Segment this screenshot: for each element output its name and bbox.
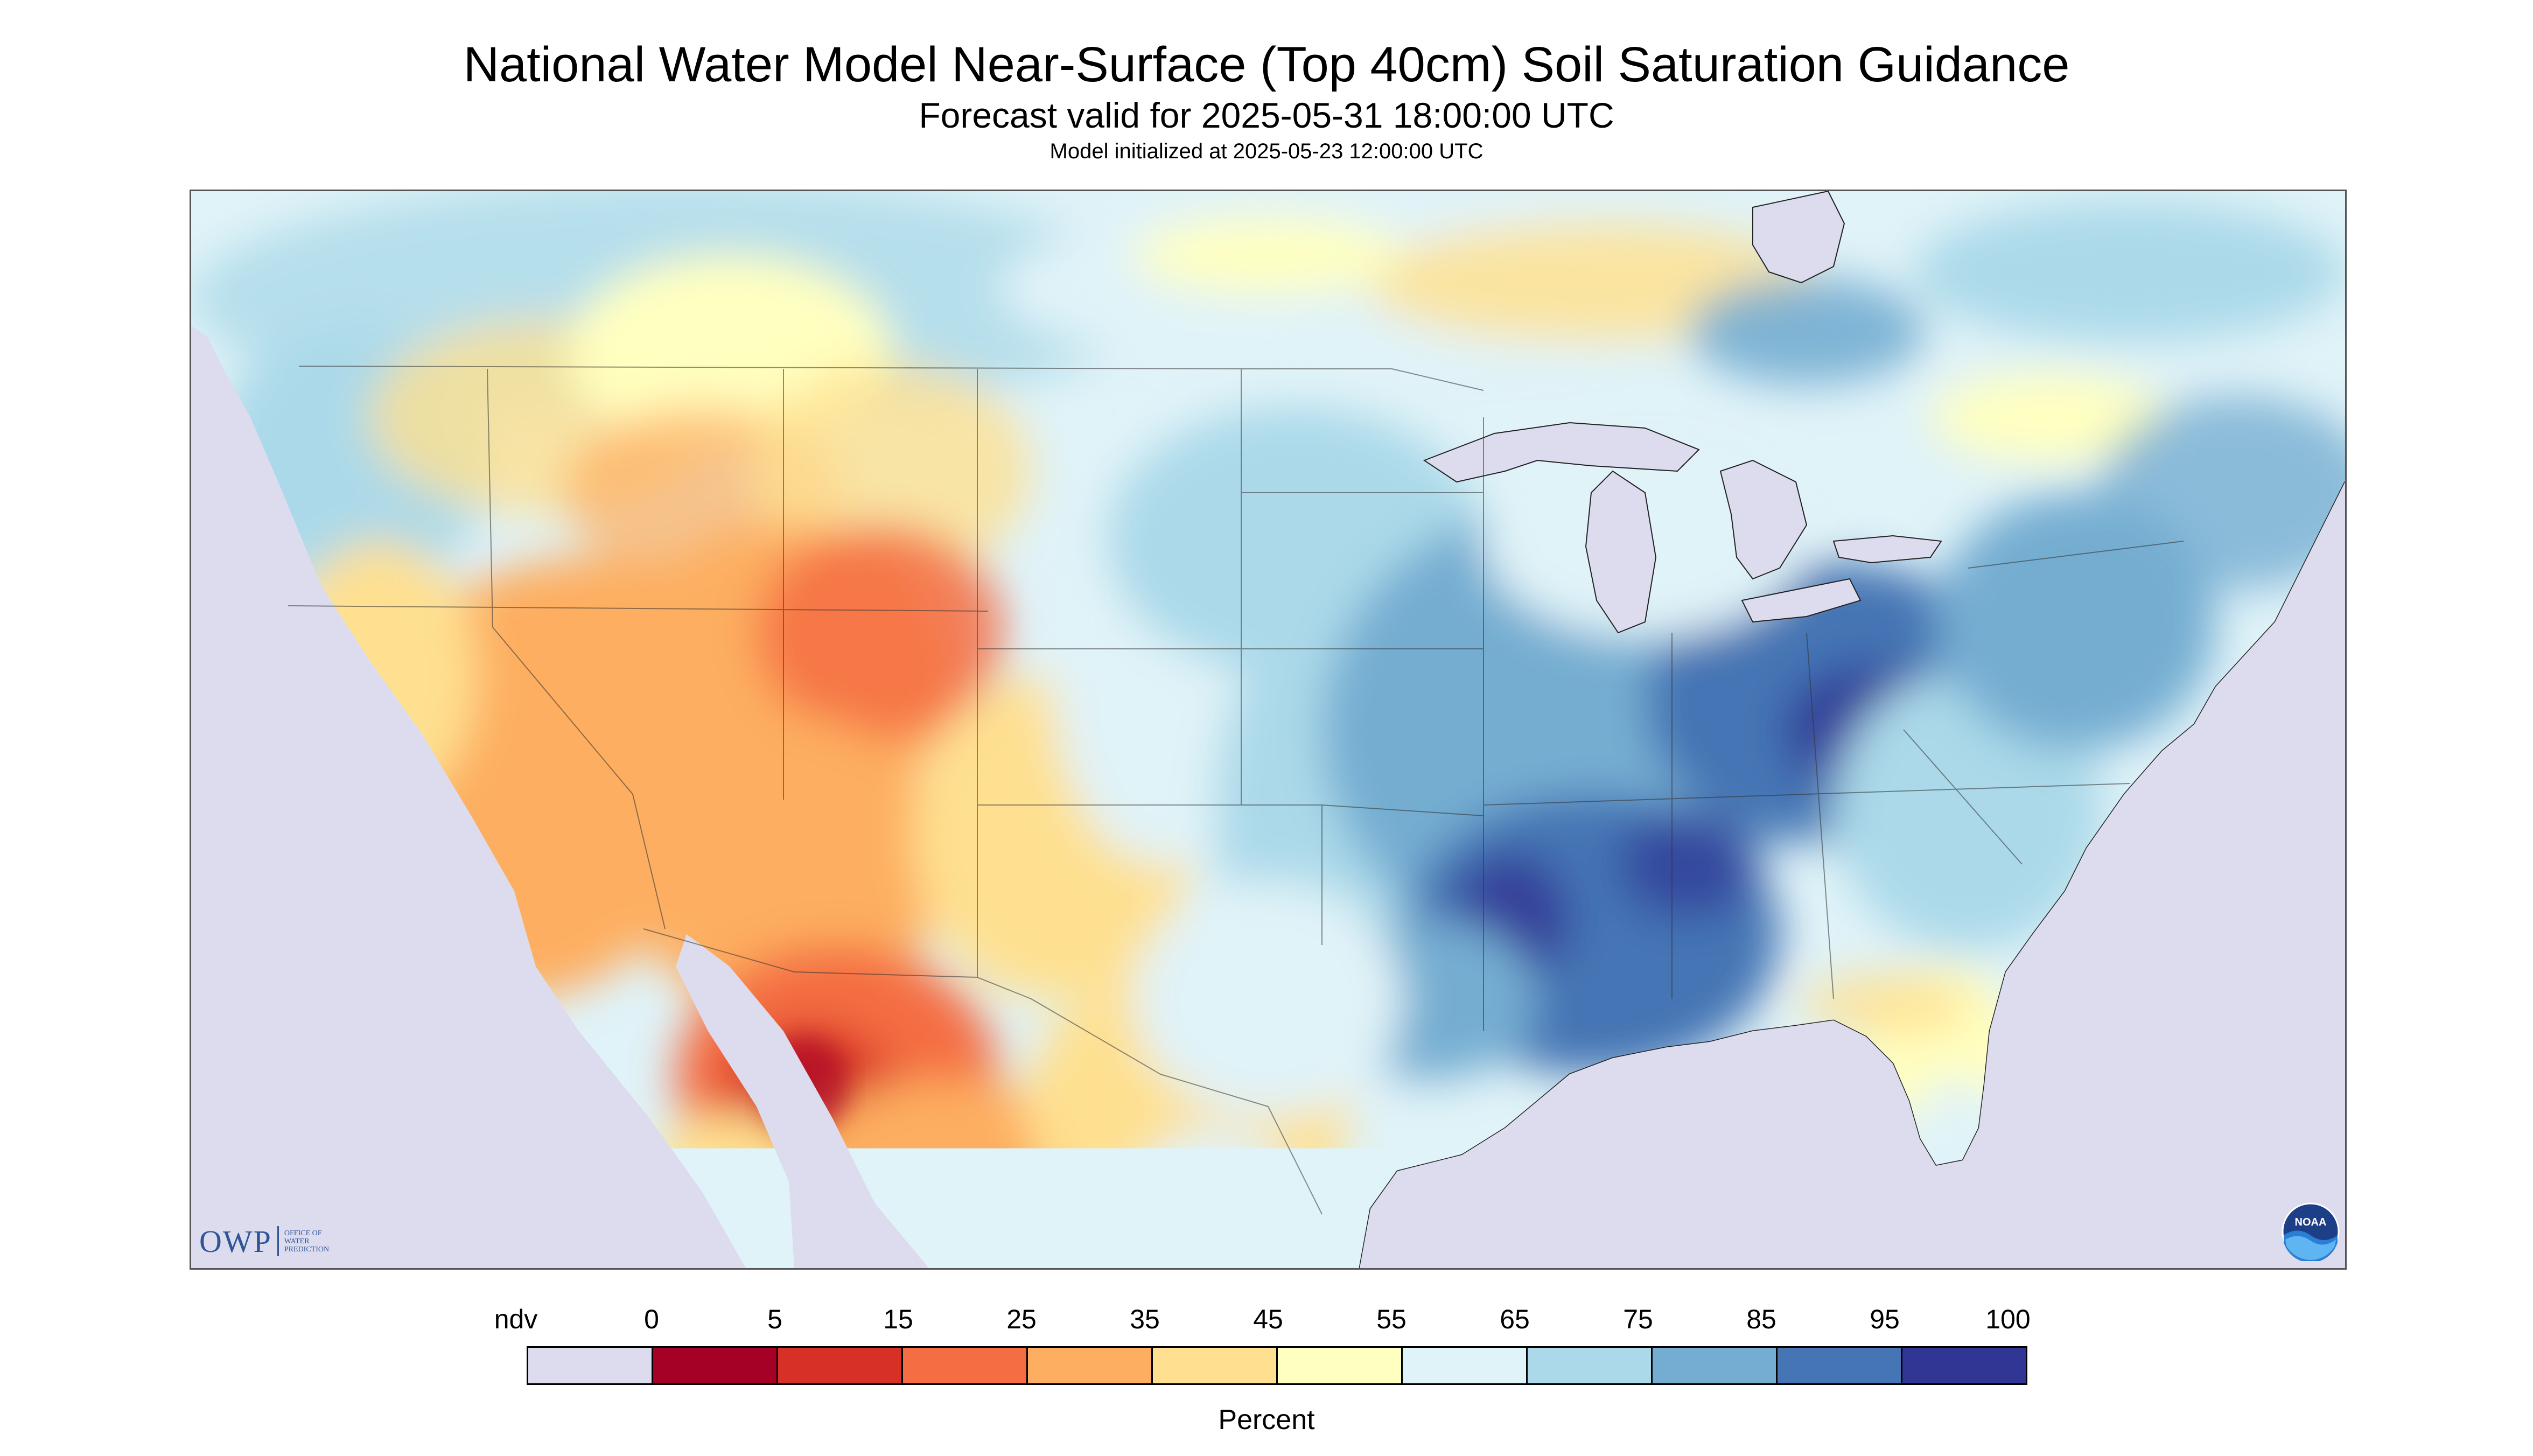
forecast-valid-line: Forecast valid for 2025-05-31 18:00:00 U… [0,94,2533,137]
owp-logo-text: OWP [199,1223,272,1259]
colorbar-box [1778,1348,1902,1383]
colorbar-title: Percent [0,1403,2533,1437]
map-canvas [191,191,2345,1268]
soil-saturation-map[interactable] [190,190,2347,1270]
colorbar-tick-label: 45 [1253,1303,1283,1335]
colorbar-box [1528,1348,1653,1383]
colorbar-box [1902,1348,2026,1383]
noaa-logo: NOAA [2281,1202,2340,1261]
colorbar-tick-label: 35 [1130,1303,1160,1335]
map-title: National Water Model Near-Surface (Top 4… [0,36,2533,94]
colorbar-tick-label: 55 [1376,1303,1407,1335]
colorbar-tick-label: 15 [883,1303,913,1335]
colorbar-tick-label: 95 [1870,1303,1900,1335]
colorbar-box [528,1348,653,1383]
colorbar-tick-label: 0 [644,1303,659,1335]
model-init-line: Model initialized at 2025-05-23 12:00:00… [0,138,2533,165]
colorbar-box [653,1348,778,1383]
colorbar-tick-label: ndv [494,1303,538,1335]
colorbar-box [778,1348,903,1383]
noaa-emblem-icon: NOAA [2281,1202,2340,1261]
colorbar-box [1278,1348,1403,1383]
colorbar-tick-label: 5 [767,1303,782,1335]
noaa-logo-text: NOAA [2295,1216,2327,1228]
colorbar-box [1153,1348,1278,1383]
colorbar-tick-label: 65 [1500,1303,1530,1335]
colorbar-labels: ndv 0 5 15 25 35 45 55 65 75 85 95 100 [0,1303,2533,1335]
colorbar-box [1028,1348,1153,1383]
colorbar-tick-label: 25 [1006,1303,1037,1335]
owp-logo-subtitle: OFFICE OF WATER PREDICTION [284,1229,329,1254]
owp-logo: OWP OFFICE OF WATER PREDICTION [199,1222,329,1260]
colorbar [527,1346,2027,1385]
colorbar-tick-label: 85 [1746,1303,1776,1335]
colorbar-tick-label: 100 [1985,1303,2030,1335]
colorbar-box [1403,1348,1528,1383]
colorbar-box [1653,1348,1778,1383]
colorbar-tick-label: 75 [1623,1303,1653,1335]
owp-logo-divider [277,1226,279,1256]
colorbar-box [903,1348,1028,1383]
